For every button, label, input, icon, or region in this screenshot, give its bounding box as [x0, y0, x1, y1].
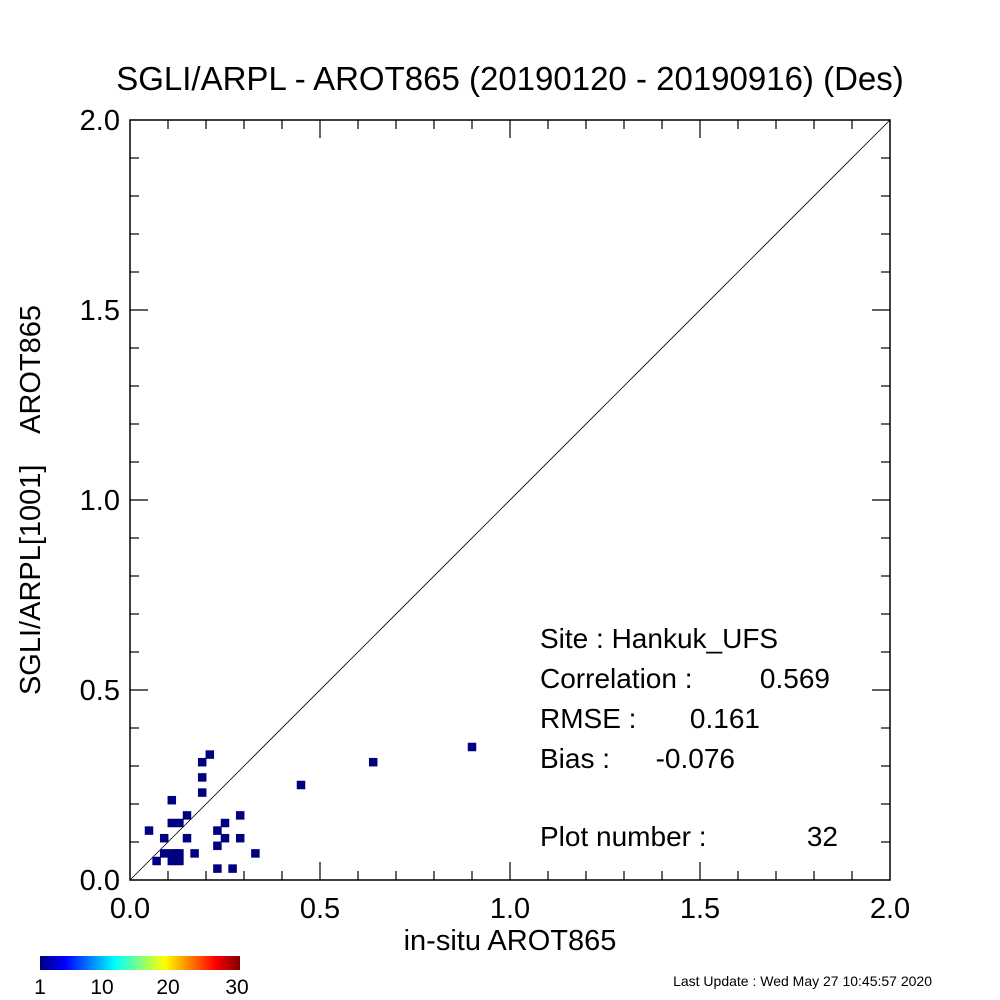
data-point: [167, 856, 177, 866]
x-tick-label: 0.5: [300, 893, 340, 925]
y-tick-label: 1.5: [80, 295, 120, 327]
data-point: [197, 788, 207, 797]
stat-bias-value: -0.076: [656, 743, 735, 774]
stat-plot-number-value: 32: [807, 821, 838, 852]
data-point: [235, 833, 245, 843]
data-point: [467, 742, 477, 752]
data-points: [144, 742, 477, 873]
data-point: [175, 856, 184, 866]
one-to-one-line: [129, 119, 891, 881]
colorbar-tick-labels: 1 10 20 30: [34, 976, 249, 999]
y-tick-labels: 0.0 0.5 1.0 1.5 2.0: [80, 105, 120, 897]
last-update: Last Update : Wed May 27 10:45:57 2020: [673, 973, 932, 989]
x-tick-label: 0.0: [110, 893, 150, 925]
data-point: [167, 795, 177, 805]
colorbar-tick-label: 1: [34, 976, 46, 999]
colorbar: [40, 956, 240, 970]
chart-title: SGLI/ARPL - AROT865 (20190120 - 20190916…: [116, 60, 904, 97]
stat-correlation-label: Correlation :: [540, 663, 693, 694]
data-point: [197, 773, 207, 782]
data-point: [190, 849, 199, 858]
x-tick-label: 1.5: [680, 893, 720, 925]
y-tick-label: 1.0: [80, 485, 120, 517]
x-tick-labels: 0.0 0.5 1.0 1.5 2.0: [110, 893, 910, 925]
data-point: [220, 833, 230, 843]
stat-bias-label: Bias :: [540, 743, 610, 774]
colorbar-tick-label: 20: [156, 976, 179, 999]
stat-rmse-value: 0.161: [690, 703, 760, 734]
data-point: [197, 757, 207, 767]
data-point: [213, 864, 222, 873]
data-point: [152, 856, 161, 866]
data-point: [182, 811, 192, 820]
data-point: [213, 826, 222, 835]
data-point: [220, 818, 230, 828]
colorbar-tick-label: 30: [225, 976, 248, 999]
y-tick-label: 0.0: [80, 865, 120, 897]
minor-ticks: [130, 120, 890, 880]
colorbar-tick-label: 10: [90, 976, 113, 999]
stat-rmse-label: RMSE :: [540, 703, 636, 734]
data-point: [144, 826, 154, 835]
stat-plot-number-label: Plot number :: [540, 821, 707, 852]
data-point: [368, 757, 378, 767]
data-point: [175, 818, 184, 828]
x-tick-label: 1.0: [490, 893, 530, 925]
data-point: [251, 849, 260, 858]
data-point: [167, 818, 177, 828]
data-point: [175, 849, 184, 858]
y-tick-label: 2.0: [80, 105, 120, 137]
data-point: [235, 811, 245, 820]
data-point: [296, 780, 306, 790]
data-point: [159, 833, 169, 843]
data-point: [228, 864, 237, 873]
data-point: [205, 750, 215, 759]
stat-site: Site : Hankuk_UFS: [540, 623, 778, 654]
y-axis-label: SGLI/ARPL[1001] AROT865: [15, 305, 47, 695]
stat-correlation-value: 0.569: [760, 663, 830, 694]
data-point: [182, 833, 192, 843]
stats-box: Site : Hankuk_UFS Correlation : 0.569 RM…: [540, 623, 838, 852]
y-tick-label: 0.5: [80, 675, 120, 707]
x-axis-label: in-situ AROT865: [404, 925, 617, 957]
data-point: [159, 849, 169, 858]
data-point: [213, 841, 222, 851]
x-tick-label: 2.0: [870, 893, 910, 925]
